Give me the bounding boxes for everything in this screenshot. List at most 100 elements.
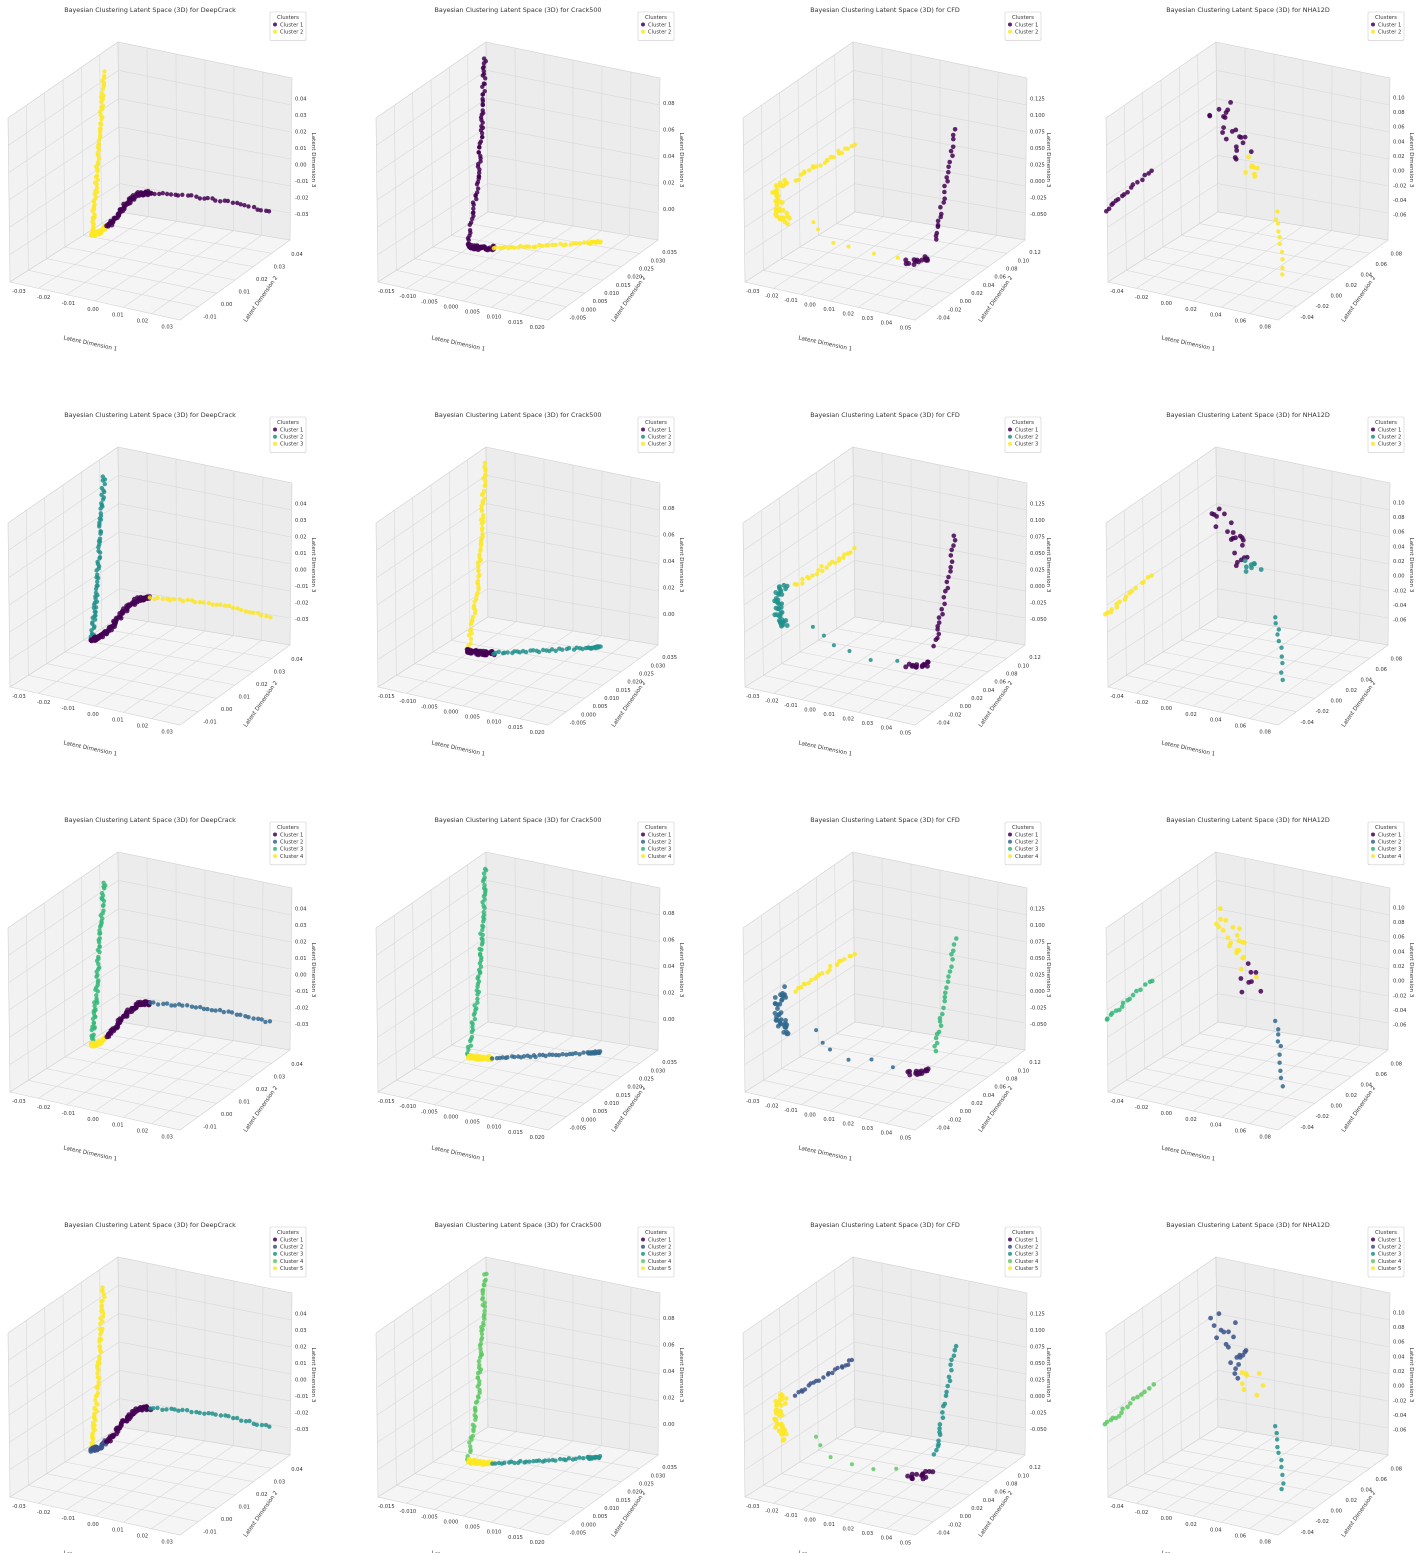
grid-lines [1106, 857, 1390, 1124]
data-point [868, 658, 873, 662]
legend-box [1367, 1226, 1405, 1278]
x-tick-label: -0.04 [1110, 1099, 1124, 1105]
data-point [477, 145, 482, 150]
y-tick-label: 0.04 [983, 688, 995, 694]
legend-marker [1371, 441, 1375, 446]
data-point [256, 1016, 261, 1021]
data-point [942, 189, 947, 195]
z-tick-label: 0.025 [1030, 162, 1045, 168]
y-tick-label: 0.00 [1331, 294, 1343, 300]
legend-title: Clusters [645, 15, 667, 21]
y-tick-label: 0.08 [1391, 656, 1403, 662]
legend-title: Clusters [1012, 420, 1034, 426]
data-point [94, 1393, 99, 1398]
data-point [820, 568, 825, 574]
y-tick-label: 0.035 [662, 1465, 677, 1471]
z-tick-label: 0.00 [1393, 1384, 1405, 1390]
legend-entry: Cluster 4 [280, 1259, 304, 1265]
data-point [160, 191, 165, 196]
data-point [1245, 961, 1251, 966]
data-point [914, 1471, 920, 1477]
x-tick-label: 0.005 [465, 310, 480, 316]
z-tick-label: 0.025 [1030, 1377, 1045, 1383]
data-point [1236, 1362, 1241, 1367]
data-point [480, 92, 485, 97]
data-point [948, 569, 953, 574]
z-tick-label: -0.025 [1030, 600, 1047, 606]
data-point [98, 1321, 103, 1326]
y-tick-label: 0.020 [627, 1490, 642, 1496]
data-point [1226, 1344, 1231, 1350]
legend-box [269, 416, 307, 453]
data-point [935, 224, 941, 230]
data-point [1239, 1381, 1245, 1387]
data-point [934, 237, 939, 242]
data-point [482, 460, 488, 466]
data-point [1239, 989, 1245, 995]
data-point [264, 614, 269, 619]
grid-lines [376, 452, 660, 719]
data-point [574, 241, 579, 246]
data-point [473, 1417, 478, 1422]
data-point [523, 1459, 529, 1464]
data-point [937, 1426, 942, 1431]
data-point [194, 194, 199, 199]
legend-marker [641, 1266, 645, 1271]
x-tick-label: -0.010 [399, 294, 416, 300]
z-axis-label: Latent Dimension 3 [1045, 943, 1051, 998]
data-point [581, 1050, 586, 1055]
data-point [1238, 966, 1244, 972]
data-point [1254, 974, 1259, 980]
y-tick-label: 0.01 [238, 1504, 250, 1510]
x-tick-label: 0.02 [137, 1129, 149, 1135]
legend-title: Clusters [277, 1230, 299, 1236]
data-point [802, 981, 808, 987]
z-tick-label: -0.01 [295, 179, 308, 185]
x-tick-label: 0.020 [530, 325, 545, 331]
data-point [225, 198, 231, 204]
data-point [1278, 1043, 1283, 1049]
data-point [512, 1054, 517, 1060]
legend-entry: Cluster 2 [1015, 1245, 1038, 1251]
subplot-nha12d-row-3: Bayesian Clustering Latent Space (3D) fo… [1104, 816, 1414, 1163]
data-point [779, 216, 785, 222]
data-point [477, 1343, 483, 1348]
data-point [479, 492, 485, 497]
legend-entry: Cluster 2 [1378, 1245, 1401, 1251]
data-point [480, 900, 485, 905]
x-tick-label: 0.015 [508, 1535, 523, 1541]
data-point [469, 1029, 475, 1034]
data-point [478, 548, 483, 553]
data-point [1248, 969, 1254, 975]
data-point [894, 1466, 899, 1471]
x-tick-label: 0.02 [137, 1534, 149, 1540]
data-point [95, 579, 100, 584]
data-point [774, 198, 780, 204]
data-point [94, 993, 99, 998]
y-tick-label: 0.02 [971, 291, 983, 297]
data-point [251, 610, 256, 615]
z-tick-label: 0.03 [295, 1328, 307, 1334]
data-point [502, 650, 507, 655]
data-point [267, 1424, 272, 1429]
data-point [101, 1311, 106, 1316]
data-point [98, 924, 103, 929]
legend-entry: Cluster 1 [648, 22, 671, 28]
data-point [951, 1353, 957, 1359]
data-point [782, 984, 787, 990]
data-point [151, 1406, 156, 1411]
data-point [206, 600, 212, 606]
data-point [952, 127, 958, 132]
data-point [479, 508, 485, 513]
data-point [92, 1003, 97, 1009]
data-point [480, 927, 485, 933]
data-point [779, 200, 785, 205]
data-point [811, 220, 816, 225]
data-point [1279, 670, 1284, 675]
data-point [467, 222, 472, 227]
legend-marker [1371, 29, 1375, 34]
data-point [161, 1001, 166, 1007]
x-axis-label: Latent Dimension 1 [431, 740, 486, 757]
data-point [197, 196, 203, 201]
